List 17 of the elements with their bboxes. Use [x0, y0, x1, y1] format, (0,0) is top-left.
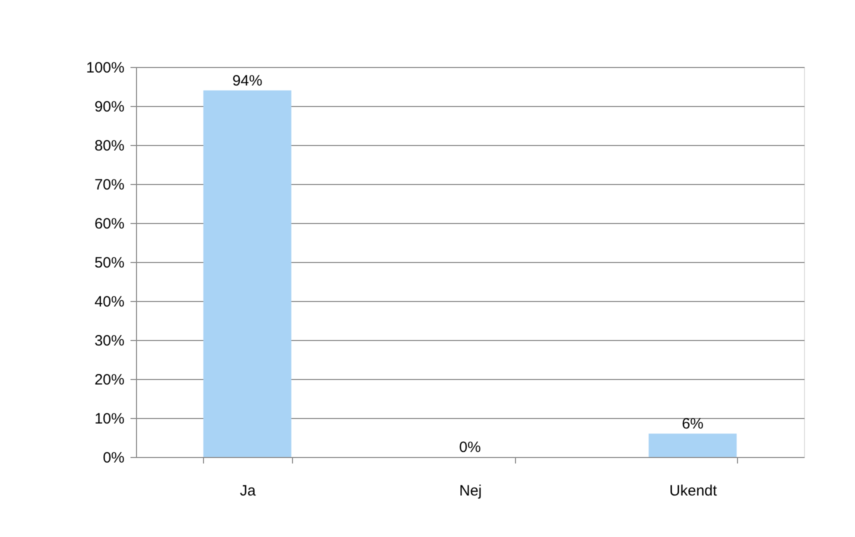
y-tick-label: 50% — [94, 254, 124, 272]
data-label: 94% — [232, 72, 262, 90]
data-label: 0% — [459, 439, 481, 456]
y-tick-label: 30% — [94, 332, 124, 350]
y-tick-label: 0% — [102, 450, 124, 466]
y-tick-label: 60% — [94, 216, 124, 232]
y-tick-label: 70% — [94, 176, 124, 194]
x-tick-label: Nej — [459, 482, 482, 500]
data-label: 6% — [682, 416, 704, 433]
y-tick-label: 40% — [94, 294, 124, 310]
y-tick-label: 90% — [94, 98, 124, 116]
y-tick-label: 80% — [94, 138, 124, 154]
y-tick-label: 20% — [94, 372, 124, 388]
x-tick-label: Ukendt — [669, 482, 718, 500]
y-tick-label: 100% — [86, 60, 124, 76]
x-tick-label: Ja — [240, 482, 256, 500]
y-tick-label: 10% — [94, 410, 124, 428]
